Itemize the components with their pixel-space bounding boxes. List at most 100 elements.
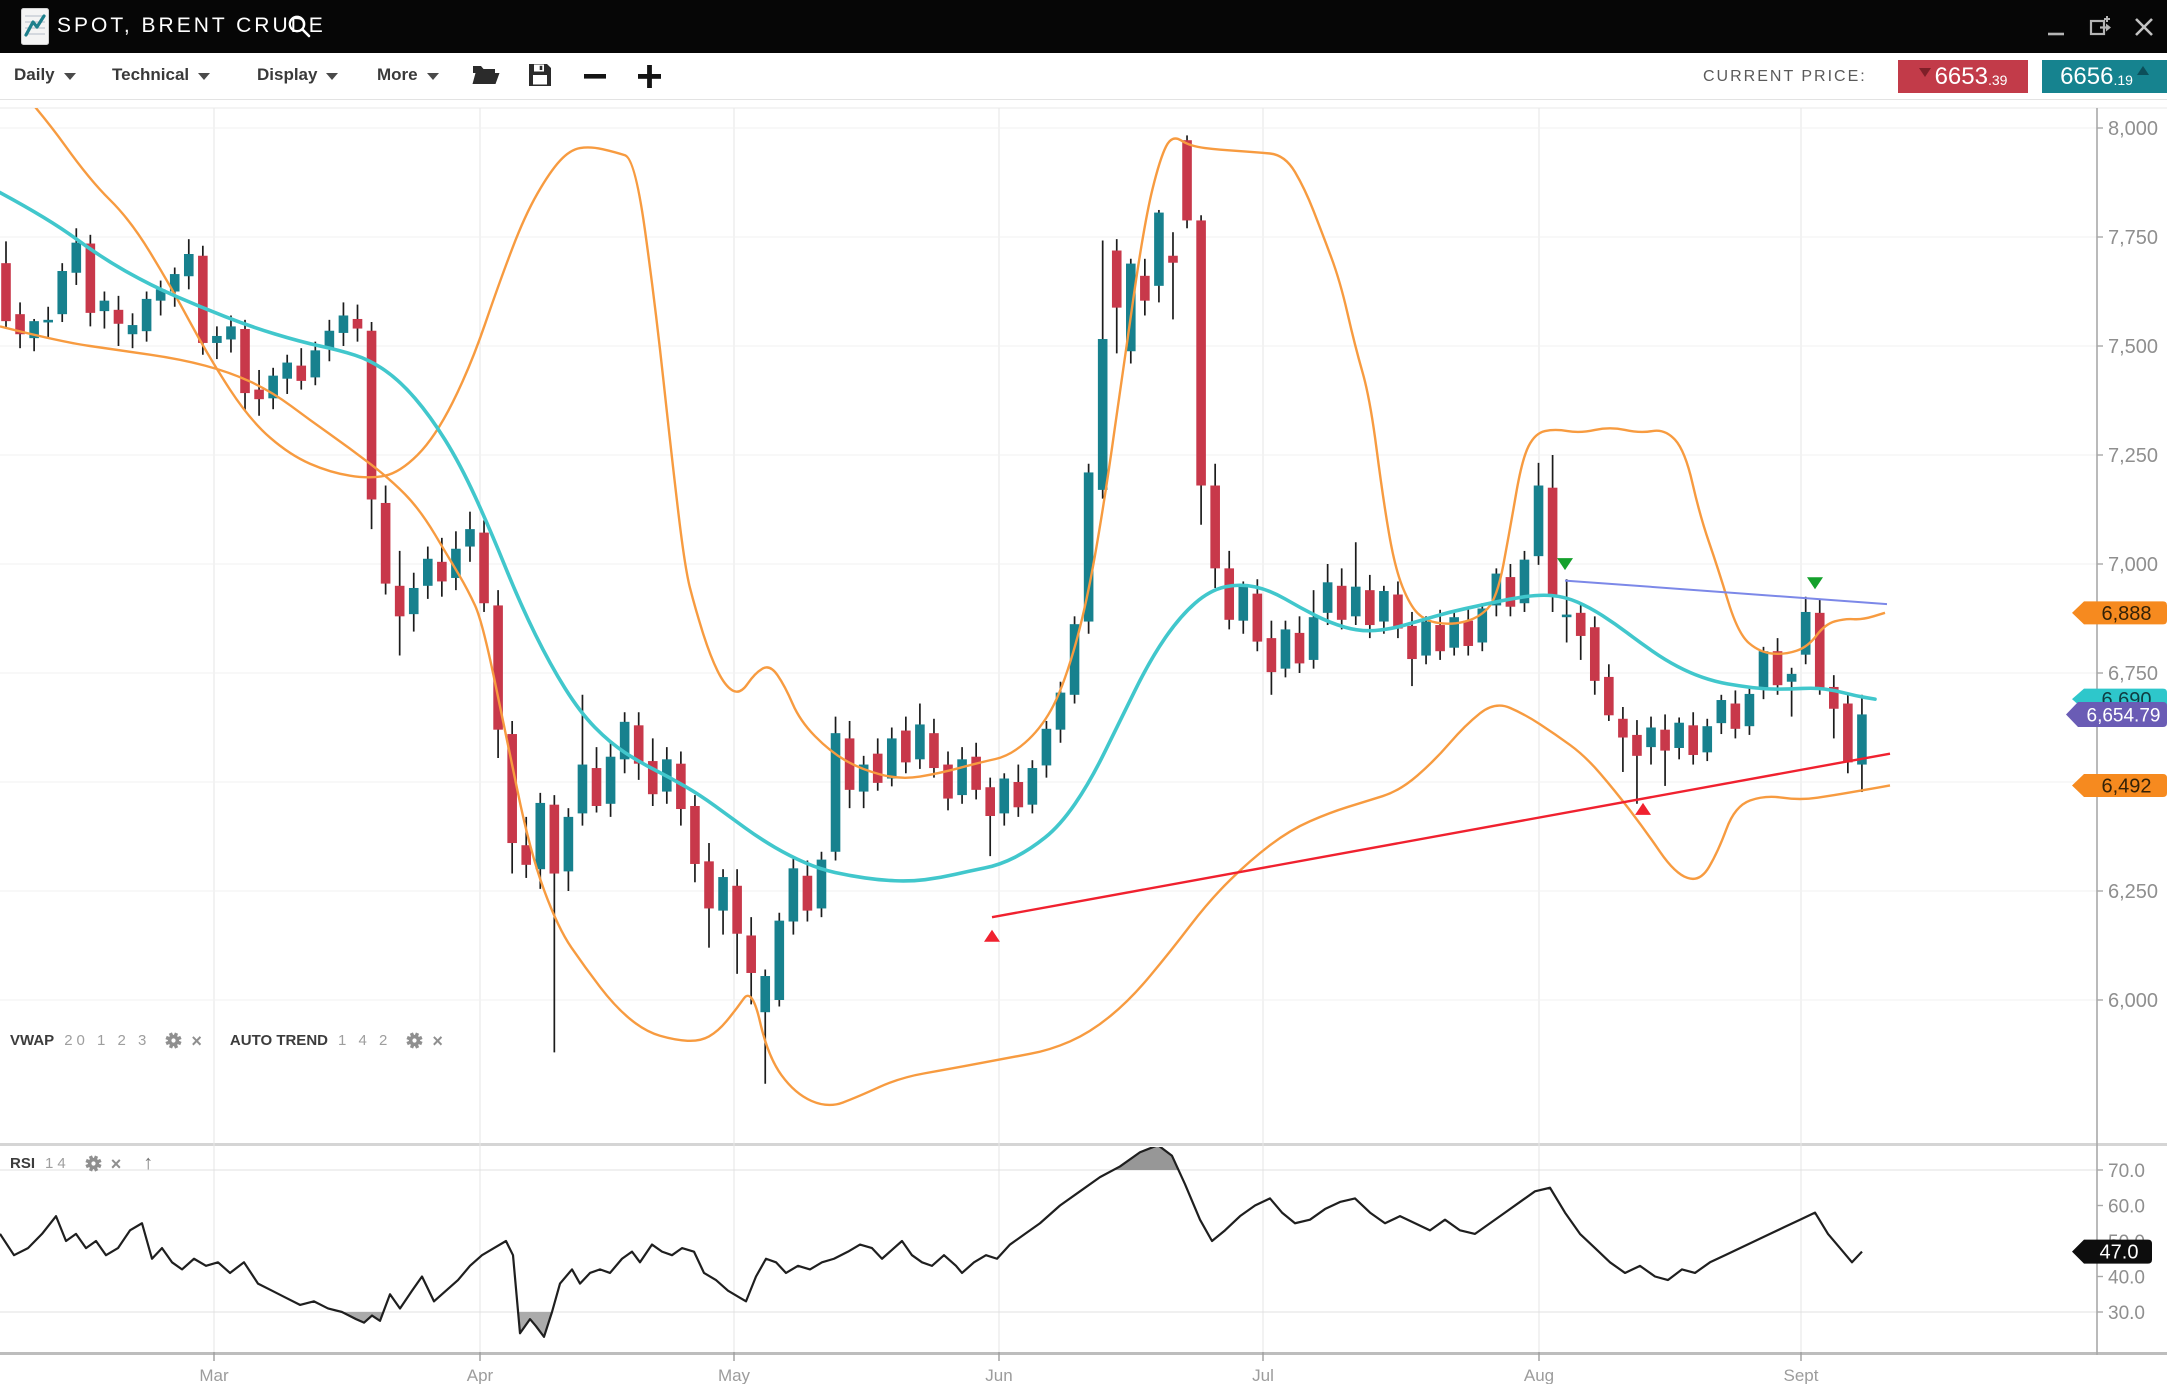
candle <box>1365 590 1375 626</box>
rsi-remove-icon[interactable]: × <box>110 1153 122 1174</box>
rsi-overbought-fill <box>1113 1147 1179 1170</box>
candle <box>1575 612 1586 636</box>
candle <box>732 885 742 934</box>
rsi-collapse-arrow-icon[interactable]: ↑ <box>143 1152 154 1174</box>
vwap-remove-icon[interactable]: × <box>191 1030 202 1051</box>
candle <box>198 255 208 343</box>
minimize-icon[interactable] <box>2043 14 2069 40</box>
candle <box>1322 582 1333 613</box>
candle <box>1547 487 1558 597</box>
bollinger-lower-line <box>0 325 1891 1107</box>
menu-more[interactable]: More <box>377 65 439 85</box>
rsi-tick: 30.0 <box>2108 1303 2145 1324</box>
month-label: Aug <box>1524 1366 1554 1384</box>
time-axis: Mar Apr May Jun Jul Aug Sept <box>199 1352 1819 1384</box>
bid-price-dec: 39 <box>1991 72 2008 88</box>
candle <box>338 315 349 333</box>
menu-technical[interactable]: Technical <box>112 65 211 85</box>
rsi-pane-indicator-labels: RSI 14 × ↑ <box>10 1152 153 1175</box>
zoom-out-button[interactable] <box>581 61 609 91</box>
chevron-down-icon <box>426 72 439 80</box>
candle <box>394 585 405 617</box>
auto-trend-settings-gear-icon[interactable] <box>405 1031 424 1050</box>
candle <box>352 318 363 329</box>
vwap-label: VWAP <box>10 1032 55 1049</box>
candle <box>1758 651 1769 690</box>
candle <box>1674 722 1684 748</box>
candle <box>1407 625 1417 660</box>
candle <box>1140 275 1150 301</box>
candle <box>254 389 264 400</box>
candle <box>676 763 686 810</box>
candle <box>85 243 96 313</box>
candle <box>1646 727 1656 748</box>
candle <box>1168 255 1178 263</box>
rsi-params: 14 <box>45 1155 70 1172</box>
candle <box>1379 591 1389 622</box>
candle <box>1013 782 1024 808</box>
candle <box>844 738 855 790</box>
candle <box>1744 693 1755 727</box>
menu-timeframe[interactable]: Daily <box>14 65 76 85</box>
menu-display[interactable]: Display <box>257 65 339 85</box>
price-axis: 8,0007,7507,5007,2507,0006,7506,5006,250… <box>2096 108 2158 1355</box>
toolbar: Daily Technical Display More <box>0 53 2167 100</box>
candle <box>718 877 728 911</box>
candle <box>1800 611 1811 655</box>
month-label: Jul <box>1252 1366 1274 1384</box>
menu-timeframe-label: Daily <box>14 65 55 84</box>
symbol-title: SPOT, BRENT CRUDE <box>57 14 326 37</box>
candle <box>71 242 82 273</box>
candle <box>99 300 110 312</box>
main-pane-indicator-labels: VWAP 20 1 2 3 × AUTO TREND 1 4 2 × <box>10 1031 443 1050</box>
candle <box>310 350 321 378</box>
save-icon[interactable] <box>527 62 553 88</box>
zoom-in-button[interactable] <box>634 61 664 91</box>
candle <box>1772 651 1783 686</box>
candle <box>1814 612 1825 690</box>
candle <box>1463 620 1474 646</box>
rsi-tick: 60.0 <box>2108 1197 2145 1218</box>
candle <box>113 309 124 324</box>
candles-layer <box>1 135 1867 1084</box>
candle <box>1238 586 1249 621</box>
close-icon[interactable] <box>2131 14 2157 40</box>
candle <box>1618 718 1628 738</box>
rsi-tick: 70.0 <box>2108 1161 2145 1182</box>
ask-price-int: 6656 <box>2060 62 2114 90</box>
price-tick: 7,000 <box>2108 554 2158 576</box>
candle <box>619 721 630 760</box>
trend-down-marker <box>1807 577 1823 590</box>
candle <box>380 502 391 584</box>
candle <box>577 764 588 814</box>
menu-display-label: Display <box>257 65 318 84</box>
auto-trend-remove-icon[interactable]: × <box>432 1030 443 1051</box>
trend-resistance-line <box>1564 579 1888 606</box>
rsi-tick: 40.0 <box>2108 1268 2145 1289</box>
candle <box>1857 714 1867 765</box>
open-folder-icon[interactable] <box>471 62 501 88</box>
month-label: Sept <box>1784 1366 1819 1384</box>
candle <box>268 375 278 399</box>
vwap-settings-gear-icon[interactable] <box>164 1031 183 1050</box>
candle <box>1519 559 1530 604</box>
candle <box>521 845 532 865</box>
price-badge-label: 6,888 <box>2101 603 2151 625</box>
popout-icon[interactable] <box>2087 14 2113 40</box>
candle <box>1069 624 1080 695</box>
search-icon[interactable] <box>286 13 312 39</box>
rsi-badge <box>2072 1239 2152 1264</box>
candle <box>1224 568 1235 620</box>
price-tick: 6,250 <box>2108 881 2158 903</box>
candle <box>929 733 939 769</box>
candle <box>141 298 152 332</box>
candle <box>605 756 616 804</box>
pane-separator <box>0 1143 2167 1146</box>
rsi-settings-gear-icon[interactable] <box>84 1154 103 1173</box>
candle <box>408 587 419 615</box>
candle <box>1111 250 1122 308</box>
candle <box>1336 585 1347 620</box>
chevron-down-icon <box>198 72 211 80</box>
price-badge-label: 6,654.79 <box>2087 706 2161 727</box>
